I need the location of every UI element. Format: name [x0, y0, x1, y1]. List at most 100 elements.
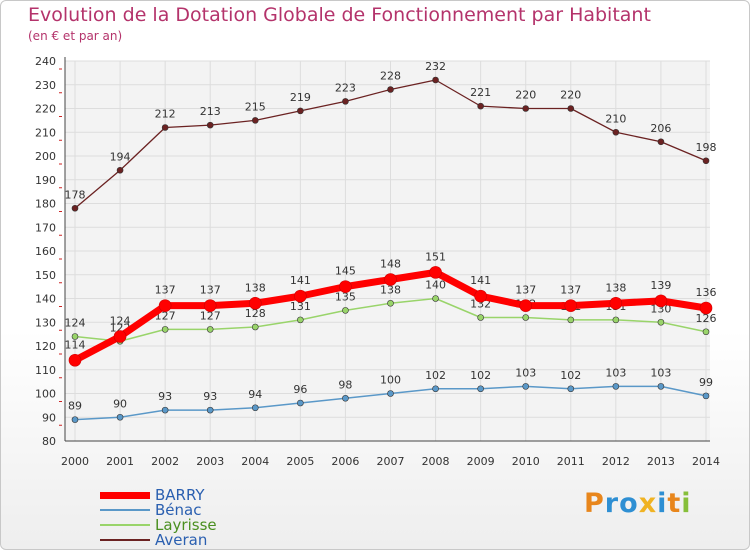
data-label: 127: [200, 309, 221, 322]
chart-title: Evolution de la Dotation Globale de Fonc…: [28, 4, 651, 26]
legend-swatch: [100, 509, 150, 511]
data-label: 126: [696, 312, 717, 325]
legend-label: Averan: [155, 531, 208, 549]
logo-letter: r: [604, 488, 620, 519]
data-label: 103: [515, 366, 536, 379]
y-tick-label: 80: [42, 435, 56, 448]
legend-label: BARRY: [155, 486, 205, 504]
data-label: 102: [425, 369, 446, 382]
data-point: [248, 296, 262, 310]
legend-label: Layrisse: [155, 516, 217, 534]
data-label: 210: [605, 112, 626, 125]
x-tick-label: 2008: [422, 455, 450, 468]
data-label: 178: [65, 188, 86, 201]
data-point: [251, 323, 259, 331]
y-tick-label: 230: [35, 79, 56, 92]
data-point: [612, 128, 620, 136]
data-point: [657, 383, 665, 390]
data-point: [342, 394, 349, 402]
data-point: [612, 316, 620, 324]
x-tick-label: 2014: [692, 455, 720, 468]
y-tick-label: 120: [35, 340, 56, 353]
x-tick-label: 2005: [286, 455, 314, 468]
data-point: [206, 406, 214, 414]
data-point: [161, 326, 169, 333]
x-tick-label: 2001: [106, 455, 134, 468]
data-label: 138: [245, 281, 266, 294]
data-label: 93: [203, 390, 217, 403]
data-point: [384, 273, 397, 286]
x-tick-label: 2007: [377, 455, 405, 468]
data-point: [429, 266, 442, 279]
data-point: [474, 289, 487, 303]
data-label: 124: [65, 317, 86, 330]
y-tick-label: 150: [35, 269, 56, 282]
data-point: [654, 294, 668, 308]
x-tick-label: 2012: [602, 455, 630, 468]
data-point: [522, 105, 530, 112]
logo-letter: x: [638, 488, 658, 519]
data-label: 223: [335, 81, 356, 94]
data-point: [71, 333, 79, 340]
data-point: [564, 299, 578, 312]
logo-letter: i: [681, 488, 692, 519]
data-point: [71, 416, 79, 423]
data-point: [387, 299, 394, 307]
y-tick-label: 140: [35, 293, 56, 306]
y-tick-label: 220: [35, 103, 56, 116]
data-point: [71, 204, 79, 212]
data-label: 137: [200, 284, 221, 297]
logo-letter: i: [657, 488, 668, 519]
data-label: 140: [425, 279, 446, 292]
legend-swatch: [100, 539, 150, 541]
data-point: [702, 392, 710, 400]
y-tick-label: 110: [35, 364, 56, 377]
data-point: [702, 328, 710, 336]
data-label: 232: [425, 60, 446, 73]
data-point: [477, 102, 484, 110]
data-point: [297, 399, 304, 407]
legend-swatch: [100, 524, 150, 526]
logo-letter: t: [667, 488, 682, 519]
data-point: [519, 299, 533, 312]
data-point: [206, 121, 214, 129]
x-tick-label: 2003: [196, 455, 224, 468]
data-label: 206: [650, 122, 671, 135]
data-point: [251, 404, 259, 412]
data-label: 221: [470, 86, 491, 99]
data-label: 102: [560, 369, 581, 382]
data-label: 138: [380, 283, 401, 296]
y-tick-label: 240: [35, 55, 56, 68]
data-point: [567, 385, 575, 393]
data-point: [432, 385, 439, 393]
chart-subtitle: (en € et par an): [28, 29, 123, 43]
data-point: [116, 166, 124, 174]
y-tick-label: 100: [35, 388, 56, 401]
data-point: [206, 326, 214, 333]
data-point: [113, 330, 127, 343]
data-label: 90: [113, 397, 127, 410]
data-point: [432, 295, 439, 302]
data-point: [203, 299, 217, 312]
data-point: [158, 299, 172, 312]
x-tick-label: 2002: [151, 455, 179, 468]
data-label: 194: [110, 150, 131, 163]
data-label: 103: [605, 366, 626, 379]
y-tick-label: 170: [35, 221, 56, 234]
data-point: [567, 316, 575, 324]
data-point: [567, 105, 575, 112]
data-label: 141: [470, 274, 491, 287]
data-label: 138: [605, 281, 626, 294]
data-label: 96: [293, 383, 307, 396]
data-point: [251, 117, 259, 124]
data-point: [657, 318, 665, 326]
x-tick-label: 2000: [61, 455, 89, 468]
data-label: 103: [650, 366, 671, 379]
y-tick-label: 130: [35, 316, 56, 329]
y-tick-label: 180: [35, 198, 56, 211]
data-point: [702, 157, 710, 165]
data-label: 137: [155, 284, 176, 297]
data-point: [387, 86, 394, 93]
data-point: [387, 390, 394, 397]
y-tick-label: 200: [35, 150, 56, 163]
